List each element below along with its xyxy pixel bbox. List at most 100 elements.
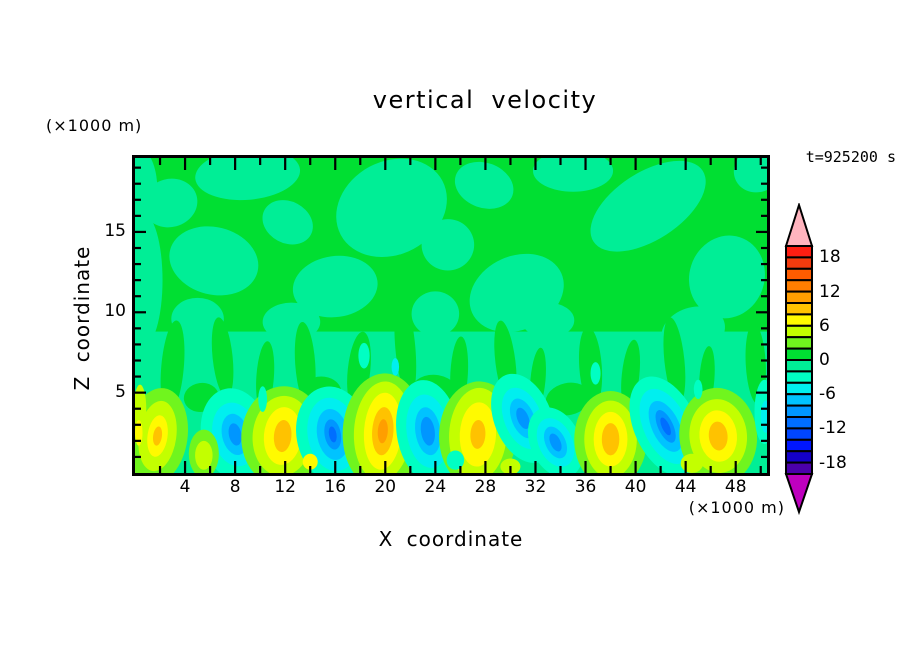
colorbar-segment [785, 313, 813, 327]
x-tick-label: 8 [229, 477, 241, 497]
weak-patch [336, 158, 447, 258]
small-feature [693, 379, 703, 400]
colorbar-segment [785, 279, 813, 293]
small-feature [258, 386, 268, 412]
weak-patch [171, 297, 224, 340]
updraft-contour [708, 421, 728, 451]
colorbar-tick-label: -12 [819, 418, 847, 439]
updraft-contour [273, 420, 292, 453]
x-tick-label: 36 [574, 477, 597, 497]
x-tick-label: 4 [179, 477, 191, 497]
colorbar-under-arrow [784, 473, 814, 516]
weak-patch [421, 219, 475, 271]
colorbar-segment [785, 404, 813, 419]
colorbar-segment [785, 324, 813, 339]
downdraft-plume [527, 407, 584, 473]
colorbar-segment [785, 416, 813, 430]
weak-patch [590, 160, 706, 252]
x-tick-label: 44 [674, 477, 697, 497]
weak-patch [135, 212, 163, 348]
weak-patch [292, 255, 378, 318]
colorbar-segment [785, 438, 813, 453]
streak [394, 298, 417, 398]
contour-plot [135, 158, 767, 473]
weak-patch [262, 302, 321, 342]
colorbar-segment [785, 461, 813, 476]
weak-patch [532, 158, 614, 192]
x-tick-label: 24 [424, 477, 447, 497]
x-tick-label: 28 [474, 477, 497, 497]
colorbar-tick-label: -18 [819, 452, 847, 473]
colorbar-segment [785, 393, 813, 407]
weak-patch [688, 235, 765, 319]
updraft-contour [601, 423, 620, 456]
weak-patch [454, 161, 514, 209]
small-feature [195, 440, 213, 470]
weak-patch [521, 302, 575, 338]
small-feature [358, 342, 370, 369]
colorbar-segment [785, 427, 813, 441]
downdraft-contour [660, 417, 671, 436]
y-axis-unit: (×1000 m) [46, 116, 143, 135]
colorbar-tick-label: 0 [819, 350, 830, 370]
small-feature [135, 419, 143, 446]
colorbar-segment [785, 245, 813, 259]
colorbar-tick-label: 18 [819, 247, 841, 268]
colorbar-segment [785, 290, 813, 304]
colorbar-segment [785, 302, 813, 316]
streak [211, 317, 234, 398]
x-axis-title: X coordinate [378, 527, 524, 551]
updraft-plume [679, 387, 758, 473]
weak-patch [195, 158, 301, 201]
small-feature [391, 358, 400, 376]
colorbar-segment [785, 347, 813, 362]
plot-title: vertical velocity [372, 86, 598, 114]
downdraft-contour [549, 433, 562, 452]
colorbar-segment [785, 359, 813, 373]
background-patches [135, 158, 767, 357]
y-tick-label: 10 [104, 301, 126, 322]
axis-ticks [135, 158, 767, 473]
small-feature [590, 362, 601, 385]
colorbar-segment [785, 381, 813, 396]
small-feature [446, 450, 465, 470]
x-axis-unit: (×1000 m) [688, 498, 785, 517]
weak-patch [169, 226, 259, 296]
weak-patch [411, 291, 460, 337]
x-tick-label: 40 [624, 477, 647, 497]
colorbar-segment [785, 450, 813, 464]
plot-area [132, 155, 770, 476]
downdraft-contour [228, 423, 242, 446]
colorbar-segment [785, 370, 813, 384]
colorbar-tick-label: 6 [819, 315, 830, 336]
downdraft-contour [328, 426, 337, 443]
colorbar-tick-label: -6 [819, 384, 836, 405]
downdraft-contour [420, 416, 435, 446]
updraft-contour [470, 419, 486, 449]
x-tick-label: 12 [274, 477, 296, 497]
weak-patch [262, 200, 313, 245]
colorbar-over-arrow [784, 203, 814, 247]
y-tick-label: 5 [115, 381, 126, 402]
colorbar [784, 203, 814, 516]
colorbar-segment [785, 336, 813, 350]
streak [663, 317, 686, 404]
weak-patch [135, 158, 158, 232]
updraft-contour [152, 426, 163, 446]
colorbar-segment [785, 267, 813, 282]
small-feature [680, 453, 704, 473]
small-feature [302, 453, 318, 470]
colorbar-tick-label: 12 [819, 281, 841, 302]
streak [545, 382, 591, 416]
colorbar-segment [785, 256, 813, 270]
x-tick-label: 20 [374, 477, 397, 497]
x-tick-label: 16 [324, 477, 347, 497]
updraft-plume [574, 391, 647, 473]
small-feature [500, 458, 521, 473]
updraft-contour [377, 419, 388, 444]
timestamp-label: t=925200 s [805, 148, 896, 166]
y-tick-label: 15 [104, 220, 126, 241]
weak-patch [733, 158, 767, 193]
x-tick-label: 32 [524, 477, 547, 497]
